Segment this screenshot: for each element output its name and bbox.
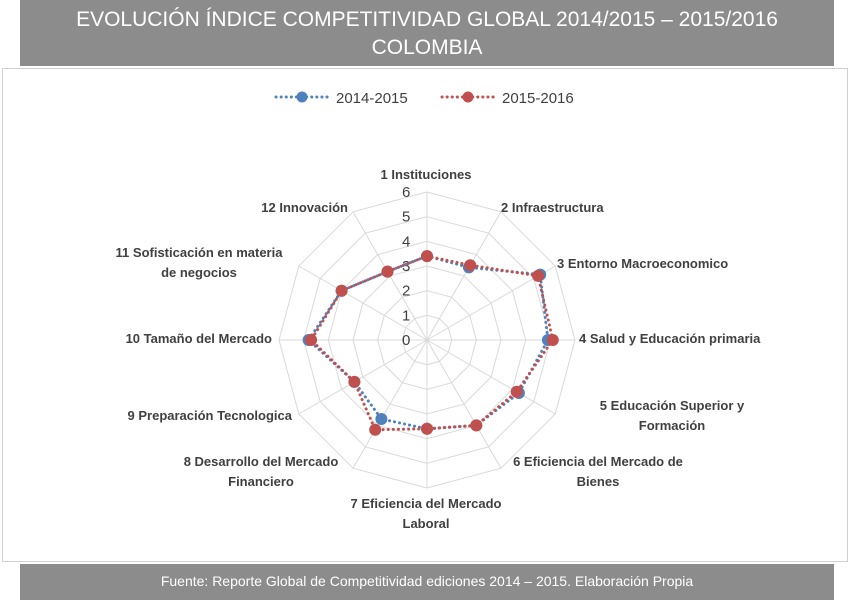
category-label: 10 Tamaño del Mercado <box>126 331 272 346</box>
grid-spoke <box>426 339 556 415</box>
category-label: 7 Eficiencia del Mercado Laboral <box>350 496 501 531</box>
tick-label: 2 <box>402 283 410 300</box>
tick-label: 3 <box>402 258 410 275</box>
chart-legend: 2014-2015 2015-2016 <box>274 90 574 107</box>
legend-label: 2015-2016 <box>502 90 574 107</box>
category-label: 4 Salud y Educación primaria <box>579 331 761 346</box>
radar-tick-labels: 0 1 2 3 4 5 6 <box>402 184 410 349</box>
data-point <box>375 413 388 425</box>
data-point <box>464 259 477 272</box>
chart-title-line1: EVOLUCIÓN ÍNDICE COMPETITIVIDAD GLOBAL 2… <box>76 8 778 31</box>
data-point <box>470 419 483 432</box>
legend-label: 2014-2015 <box>336 90 408 107</box>
chart-area <box>2 68 848 562</box>
legend-marker <box>296 91 308 103</box>
data-point <box>335 284 348 297</box>
category-labels: 1 Instituciones 2 Infraestructura 3 Entorn… <box>116 167 762 531</box>
category-label: 11 Sofisticación en materia de negocios <box>116 245 284 280</box>
category-label: 6 Eficiencia del Mercado de Bienes <box>513 454 683 489</box>
grid-spoke <box>426 339 502 469</box>
grid-spoke <box>298 339 428 415</box>
legend-marker <box>462 91 474 103</box>
grid-spoke <box>426 211 502 341</box>
grid-spoke <box>352 339 428 469</box>
category-label: 5 Educación Superior y Formación <box>600 398 745 433</box>
tick-label: 1 <box>402 307 410 324</box>
tick-label: 6 <box>402 184 410 201</box>
data-point <box>305 334 318 346</box>
category-label: 12 Innovación <box>261 200 348 215</box>
tick-label: 0 <box>402 332 410 349</box>
data-point <box>546 334 559 346</box>
data-point <box>421 250 433 263</box>
data-point <box>532 269 545 282</box>
radar-series <box>302 250 559 436</box>
tick-label: 4 <box>402 233 410 250</box>
data-point <box>510 385 523 398</box>
radar-grid <box>278 191 576 489</box>
chart-title-banner: EVOLUCIÓN ÍNDICE COMPETITIVIDAD GLOBAL 2… <box>20 0 834 66</box>
category-label: 2 Infraestructura <box>501 200 604 215</box>
chart-title-line2: COLOMBIA <box>371 36 483 59</box>
data-point <box>369 423 382 436</box>
category-label: 9 Preparación Tecnologica <box>128 408 293 423</box>
grid-spoke <box>298 265 428 341</box>
data-point <box>348 375 361 388</box>
data-point <box>381 265 394 278</box>
source-footer: Fuente: Reporte Global de Competitividad… <box>20 564 834 600</box>
category-label: 8 Desarrollo del Mercado Financiero <box>184 454 339 489</box>
category-label: 1 Instituciones <box>380 167 471 182</box>
tick-label: 5 <box>402 209 410 226</box>
category-label: 3 Entorno Macroeconomico <box>557 256 728 271</box>
data-point <box>421 422 433 435</box>
